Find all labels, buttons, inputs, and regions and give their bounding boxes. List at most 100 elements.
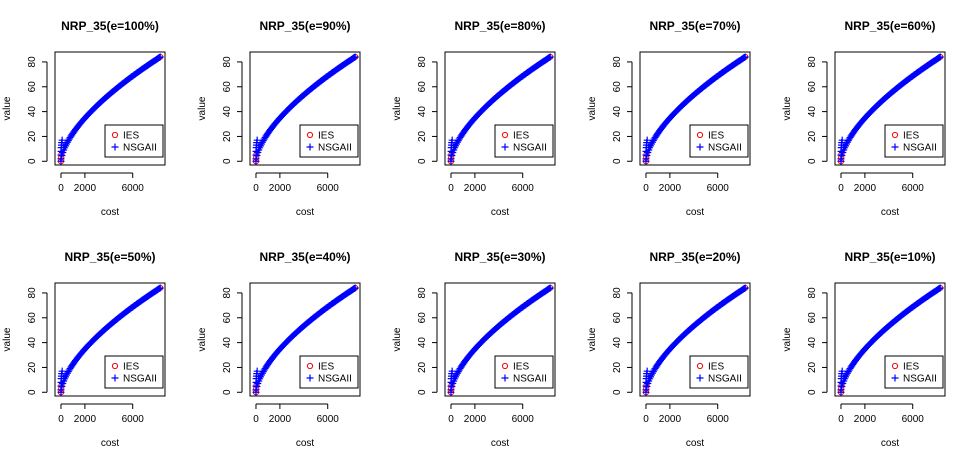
chart-title: NRP_35(e=60%) <box>844 19 935 33</box>
y-axis-label: value <box>587 96 598 120</box>
plot-area-frame <box>54 51 166 166</box>
legend-marker-plus <box>696 143 704 151</box>
nsgaii-point <box>253 136 261 144</box>
legend-marker-plus <box>501 143 509 151</box>
y-tick-label: 80 <box>27 56 38 68</box>
x-tick-label: 2000 <box>659 414 682 425</box>
legend-box <box>689 355 749 389</box>
y-tick-label: 0 <box>612 158 623 164</box>
series-nsgaii <box>447 284 554 396</box>
series-nsgaii <box>447 53 554 165</box>
y-axis-label: value <box>197 327 208 351</box>
chart-panel: NRP_35(e=70%) 0 2000 6000 0 20 40 60 80 cost value… <box>587 19 751 218</box>
y-tick-label: 40 <box>612 337 623 349</box>
y-tick-label: 20 <box>27 361 38 373</box>
legend-marker-plus <box>111 143 119 151</box>
y-tick-label: 60 <box>222 312 233 324</box>
legend-marker-circle <box>891 131 899 139</box>
y-tick-label: 0 <box>222 158 233 164</box>
chart-title: NRP_35(e=100%) <box>61 19 159 33</box>
chart-panel: NRP_35(e=80%) 0 2000 6000 0 20 40 60 80 cost value… <box>392 19 556 218</box>
y-tick-label: 80 <box>222 56 233 68</box>
series-nsgaii <box>252 53 359 165</box>
x-tick-label: 2000 <box>269 183 292 194</box>
x-tick-label: 0 <box>253 183 259 194</box>
legend-label: NSGAII <box>513 143 547 154</box>
y-tick-label: 60 <box>612 312 623 324</box>
y-axis-label: value <box>2 96 13 120</box>
plot-area-frame <box>444 51 556 166</box>
x-tick-label: 0 <box>838 414 844 425</box>
legend-box <box>494 124 554 158</box>
chart-panel: NRP_35(e=50%) 0 2000 6000 0 20 40 60 80 cost value… <box>2 250 166 449</box>
chart-title: NRP_35(e=30%) <box>454 250 545 264</box>
legend-marker-circle <box>306 131 314 139</box>
legend-box <box>494 355 554 389</box>
legend-marker-plus <box>111 374 119 382</box>
y-axis-label: value <box>2 327 13 351</box>
x-tick-label: 6000 <box>902 183 925 194</box>
y-tick-label: 0 <box>807 158 818 164</box>
x-tick-label: 2000 <box>854 414 877 425</box>
y-axis-label: value <box>587 327 598 351</box>
plot-area-frame <box>834 51 946 166</box>
legend-label: NSGAII <box>318 143 352 154</box>
chart-panel: NRP_35(e=10%) 0 2000 6000 0 20 40 60 80 cost value… <box>782 250 946 449</box>
legend-label: IES <box>708 131 724 142</box>
legend-label: IES <box>123 362 139 373</box>
legend-marker-circle <box>891 362 899 370</box>
series-nsgaii <box>252 284 359 396</box>
plot-area-frame <box>249 282 361 397</box>
nsgaii-point <box>156 284 164 292</box>
nsgaii-point <box>838 136 846 144</box>
x-tick-label: 2000 <box>269 414 292 425</box>
x-axis-label: cost <box>881 438 900 449</box>
nsgaii-point <box>351 284 359 292</box>
nsgaii-point <box>936 53 944 61</box>
x-tick-label: 2000 <box>74 414 97 425</box>
y-tick-label: 60 <box>417 312 428 324</box>
nsgaii-point <box>351 53 359 61</box>
series-nsgaii <box>642 284 749 396</box>
y-axis-label: value <box>392 96 403 120</box>
legend-marker-circle <box>696 362 704 370</box>
legend-label: NSGAII <box>708 143 742 154</box>
plot-area-frame <box>444 282 556 397</box>
chart-title: NRP_35(e=50%) <box>64 250 155 264</box>
legend-marker-circle <box>501 131 509 139</box>
legend-marker-circle <box>111 362 119 370</box>
legend-label: NSGAII <box>903 374 937 385</box>
nsgaii-point <box>58 136 66 144</box>
y-tick-label: 40 <box>27 337 38 349</box>
legend-label: IES <box>513 131 529 142</box>
x-tick-label: 2000 <box>659 183 682 194</box>
nsgaii-point <box>741 284 749 292</box>
y-tick-label: 80 <box>222 287 233 299</box>
legend-label: IES <box>903 362 919 373</box>
y-tick-label: 80 <box>417 56 428 68</box>
y-tick-label: 0 <box>27 389 38 395</box>
y-tick-label: 40 <box>612 106 623 118</box>
y-tick-label: 0 <box>417 389 428 395</box>
legend-label: IES <box>513 362 529 373</box>
x-tick-label: 2000 <box>464 414 487 425</box>
chart-panel: NRP_35(e=40%) 0 2000 6000 0 20 40 60 80 cost value… <box>197 250 361 449</box>
x-axis-label: cost <box>881 207 900 218</box>
y-tick-label: 60 <box>417 81 428 93</box>
nsgaii-point <box>58 367 66 375</box>
chart-title: NRP_35(e=80%) <box>454 19 545 33</box>
y-tick-label: 20 <box>612 361 623 373</box>
series-nsgaii <box>57 284 164 396</box>
x-tick-label: 6000 <box>707 414 730 425</box>
x-tick-label: 0 <box>253 414 259 425</box>
plot-area-frame <box>834 282 946 397</box>
legend-marker-plus <box>306 143 314 151</box>
chart-panel: NRP_35(e=100%) 0 2000 6000 0 20 40 60 80 cost valu… <box>2 19 166 218</box>
y-tick-label: 20 <box>222 130 233 142</box>
nsgaii-point <box>156 53 164 61</box>
chart-title: NRP_35(e=70%) <box>649 19 740 33</box>
